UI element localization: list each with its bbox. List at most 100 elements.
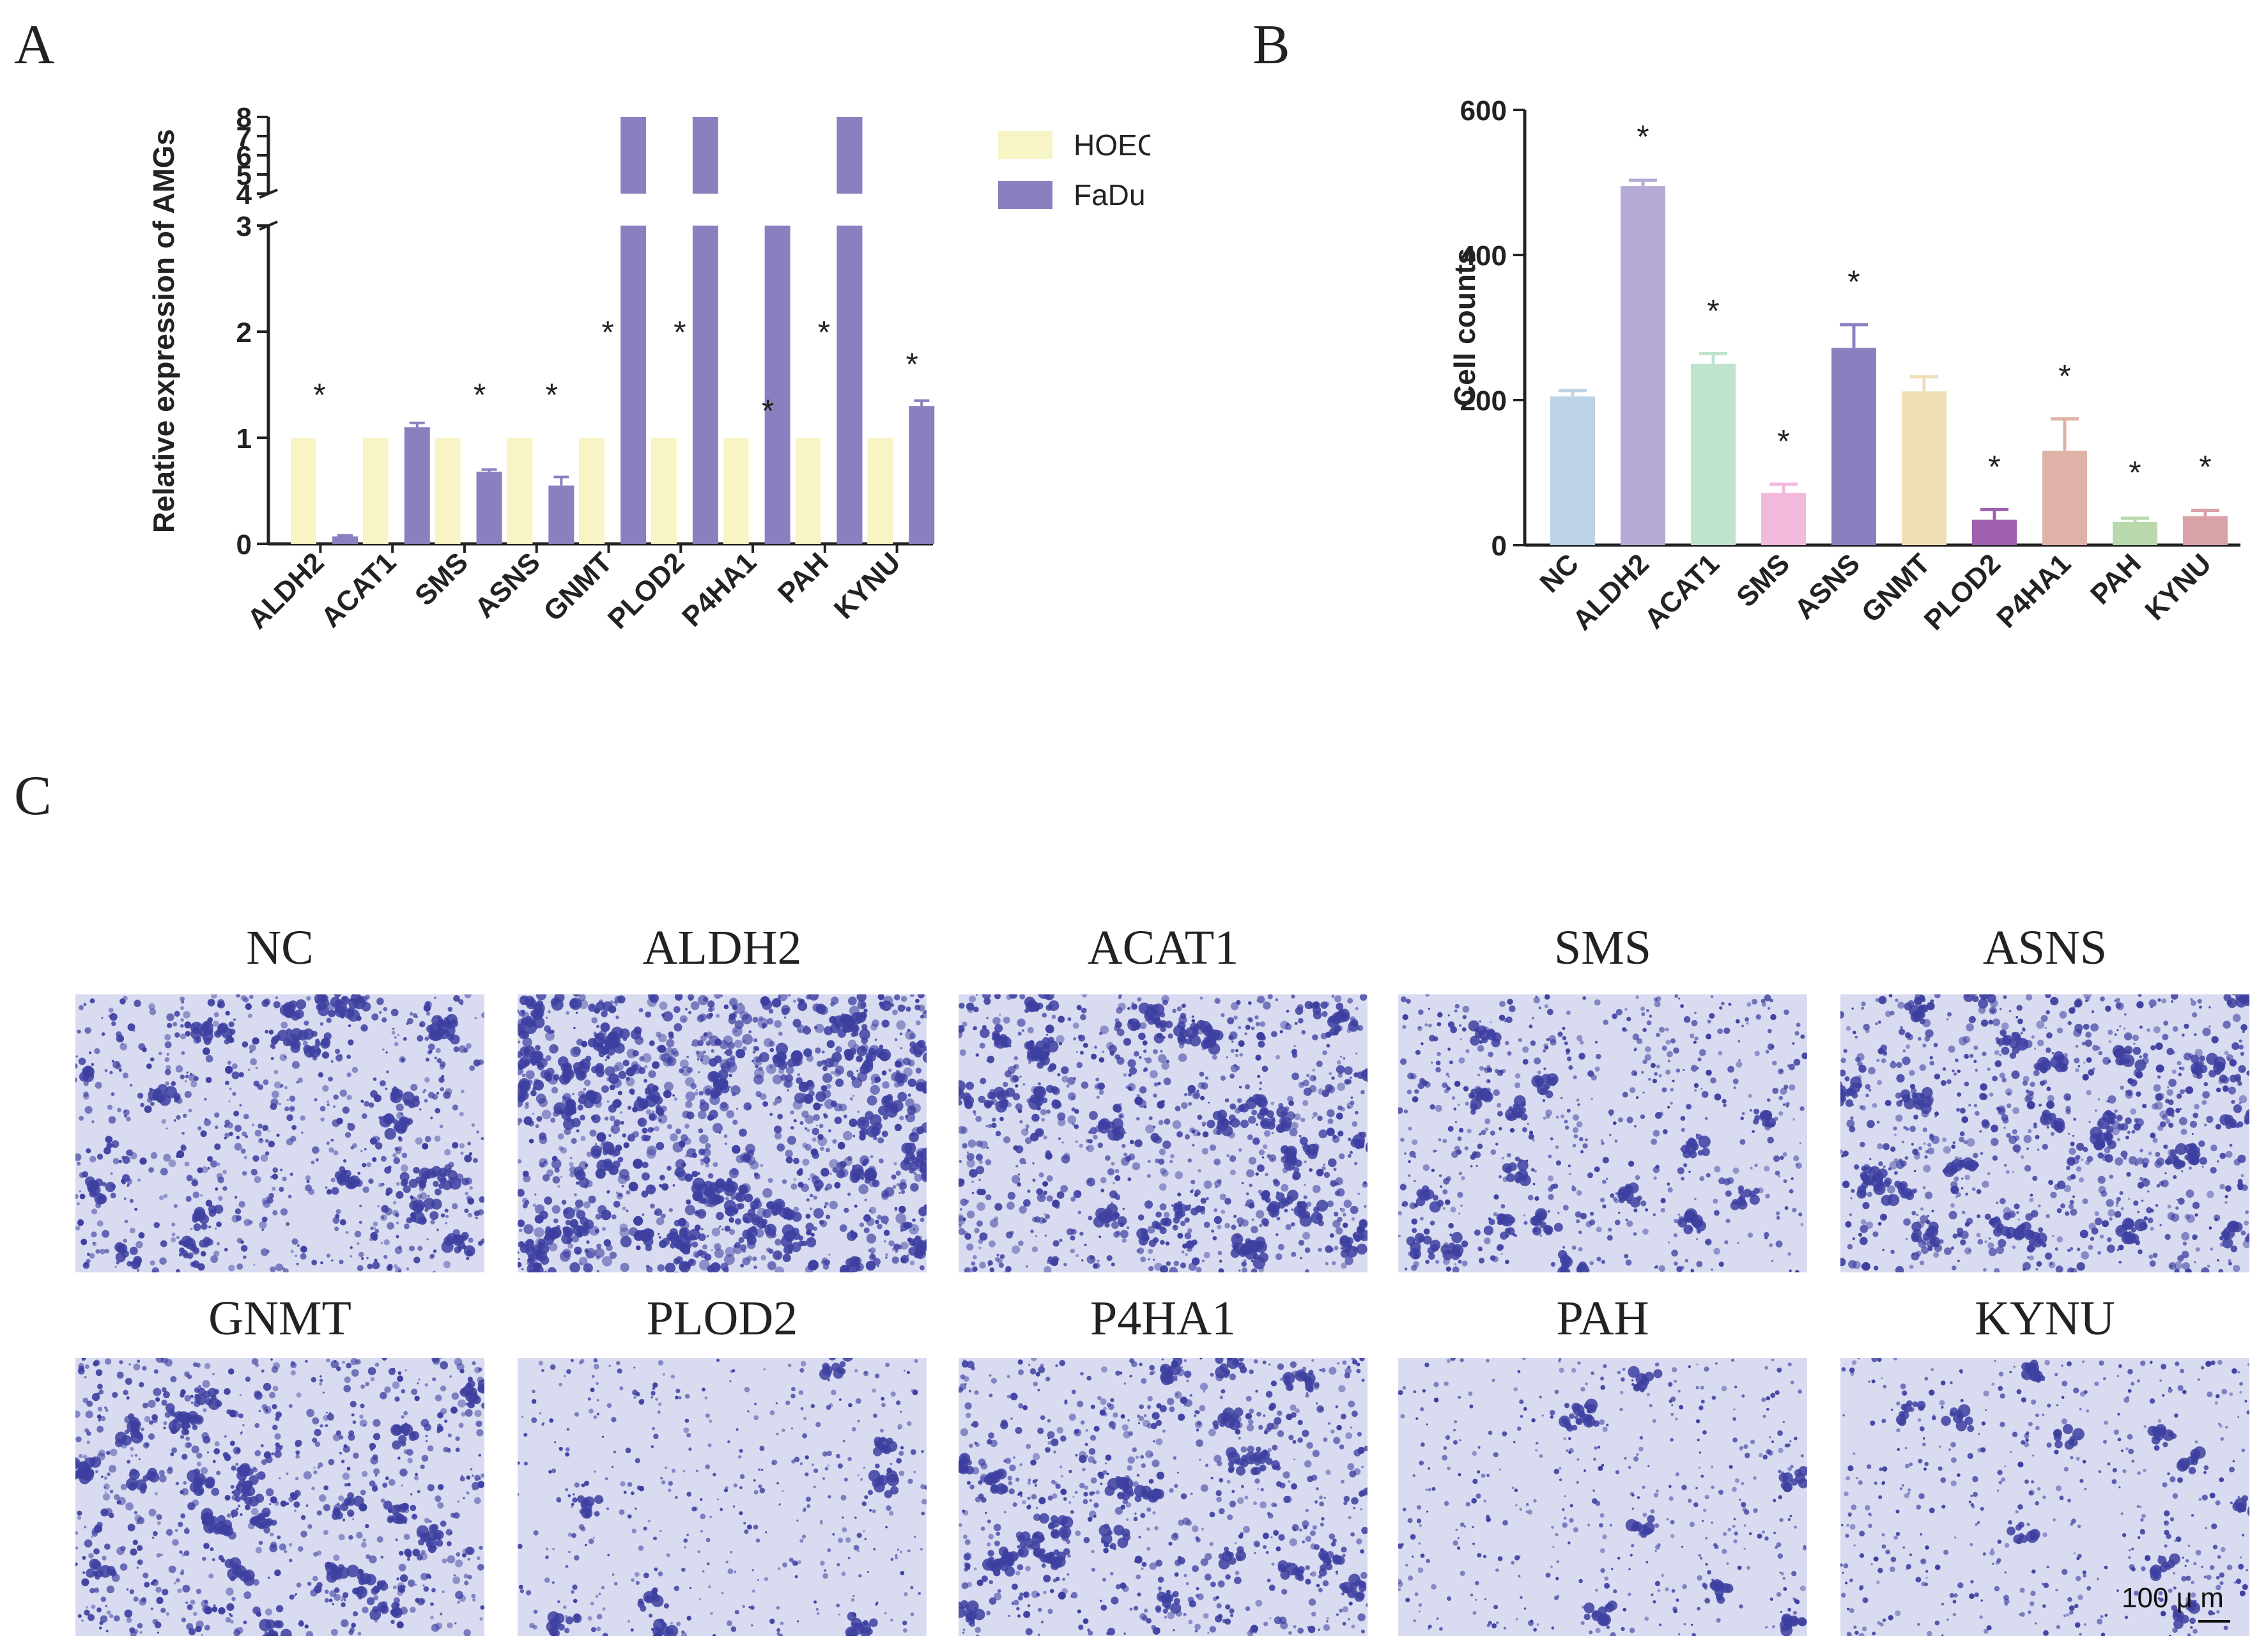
x-tick-label: ASNS [469,546,546,624]
stained-cells [518,1358,927,1636]
micrograph-background [1398,994,1807,1272]
stained-cells [959,1358,1368,1636]
significance-asterisk: * [474,377,486,413]
significance-asterisk: * [818,314,830,350]
significance-asterisk: * [906,346,918,382]
y-axis-label: Relative expression of AMGs [147,129,180,533]
x-tick-label: ASNS [1789,548,1866,625]
bar-hoec-p4ha1 [723,438,749,544]
micrograph-sms [1398,994,1807,1272]
stained-cells [518,994,927,1272]
bar-plod2 [1972,520,2017,545]
micrograph-title-kynu: KYNU [1975,1292,2115,1345]
bar-fadu-p4ha1 [764,226,790,544]
significance-asterisk: * [762,393,774,429]
micrograph-background [518,1358,927,1636]
scale-bar-label: 100 μ m [2122,1582,2224,1614]
x-tick-label: KYNU [828,546,907,625]
y-tick-label: 2 [236,317,252,348]
panel-b-letter: B [1252,14,1290,76]
bar-fadu-acat1 [404,427,430,544]
micrograph-background [75,1358,484,1636]
micrograph-background [1840,994,2249,1272]
significance-asterisk: * [1777,424,1789,459]
bar-fadu-gnmt-upper [620,117,647,194]
x-tick-label: ACAT1 [1638,548,1725,635]
significance-asterisk: * [2199,449,2211,485]
micrograph-title-p4ha1: P4HA1 [1090,1292,1237,1345]
panel-c-letter: C [14,765,52,827]
micrograph-background [1398,1358,1807,1636]
stained-cells [75,994,484,1272]
bar-acat1 [1691,364,1736,545]
significance-asterisk: * [1988,449,2000,484]
x-tick-label: NC [1534,548,1585,599]
bar-gnmt [1902,391,1946,545]
bar-fadu-asns [548,485,574,544]
bar-hoec-asns [507,438,533,544]
significance-asterisk: * [1707,293,1719,328]
micrograph-background [75,994,484,1272]
legend-swatch-fadu [998,181,1052,209]
chart-b: 0 200 400 600 Cell counts NC * ALDH2 * ACAT1 * SMS *… [1448,95,2240,637]
bar-kynu [2183,516,2228,545]
bar-fadu-kynu [909,406,935,544]
micrograph-acat1 [959,994,1368,1272]
y-tick-label: 6 [236,141,252,172]
bar-hoec-sms [435,438,461,544]
micrograph-title-aldh2: ALDH2 [642,921,802,975]
bar-hoec-gnmt [579,438,605,544]
stained-cells [75,1358,484,1636]
bar-pah [2113,521,2157,545]
micrograph-asns [1840,994,2249,1272]
bar-hoec-pah [795,438,821,544]
y-tick-label: 4 [236,179,252,210]
bar-aldh2 [1621,186,1665,545]
bar-fadu-pah-upper [836,117,863,194]
bar-asns [1831,348,1876,545]
bar-hoec-acat1 [362,438,389,544]
bar-fadu-aldh2 [332,536,358,544]
x-tick-label: SMS [1730,548,1796,613]
legend-swatch-hoec [998,131,1052,159]
bar-hoec-aldh2 [291,438,316,544]
significance-asterisk: * [546,377,558,413]
significance-asterisk: * [2129,455,2141,491]
y-tick-label: 7 [236,121,252,153]
y-tick-label: 400 [1460,240,1507,272]
y-tick-label: 1 [236,423,252,454]
stained-cells [1398,994,1807,1272]
x-tick-label: ACAT1 [315,546,402,633]
legend-label-hoec: HOEC [1074,128,1150,162]
bar-hoec-plod2 [651,438,677,544]
bar-fadu-sms [476,472,502,544]
x-tick-label: SMS [409,546,474,612]
x-tick-label: P4HA1 [676,546,762,633]
x-tick-label: PAH [2085,548,2147,610]
micrograph-title-nc: NC [246,921,314,975]
micrograph-pah [1398,1358,1807,1636]
bar-nc [1550,396,1595,545]
bar-p4ha1 [2042,451,2087,545]
bar-fadu-plod2-upper [692,117,718,194]
micrograph-nc [75,994,484,1272]
stained-cells [1840,1358,2249,1636]
micrograph-gnmt [75,1358,484,1636]
y-tick-label: 5 [236,160,252,191]
x-tick-label: KYNU [2139,548,2217,626]
x-tick-label: PLOD2 [602,546,690,635]
micrograph-title-sms: SMS [1553,921,1652,975]
x-tick-label: PAH [772,546,835,609]
micrograph-title-plod2: PLOD2 [646,1292,798,1345]
significance-asterisk: * [1847,264,1860,300]
y-tick-label: 0 [1491,530,1507,562]
x-tick-label: ALDH2 [242,546,330,635]
y-tick-label: 600 [1460,95,1507,127]
micrograph-aldh2 [518,994,927,1272]
micrograph-title-asns: ASNS [1982,921,2108,975]
x-tick-label: P4HA1 [1991,548,2077,634]
significance-asterisk: * [674,314,686,350]
y-tick-label: 0 [236,529,252,560]
micrograph-kynu: 100 μ m [1840,1358,2249,1636]
